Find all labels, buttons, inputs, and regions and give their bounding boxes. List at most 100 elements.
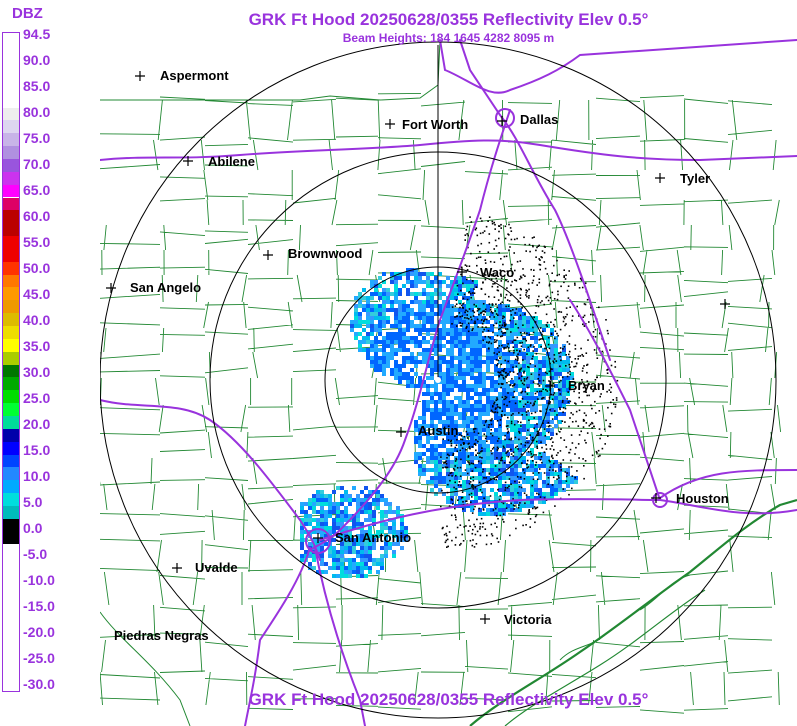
legend-swatch [3,197,19,211]
city-label: San Angelo [130,280,201,295]
legend-swatch [3,351,19,365]
legend-swatch [3,428,19,442]
legend-level-label: 0.0 [23,520,43,536]
city-marker [480,614,490,624]
legend-swatch [3,441,19,455]
beam-heights: Beam Heights: 184 1645 4282 8095 m [342,31,555,45]
legend-swatch [3,544,19,691]
city-marker [651,493,661,503]
highway-3 [309,109,511,551]
highway-9 [659,469,797,499]
legend-swatch [3,454,19,468]
city-marker [263,250,273,260]
legend-level-label: 10.0 [23,468,51,484]
legend-swatch [3,33,19,108]
city-marker [135,71,145,81]
legend-swatch [3,415,19,429]
cities: Aspermont Fort Worth Dallas Abilene Tyler Bro… [106,68,730,643]
legend-level-label: 94.5 [23,26,51,42]
range-ring-3 [99,41,777,719]
city-label: Fort Worth [402,117,468,132]
coastline [469,498,797,726]
reflectivity-echoes [300,216,619,578]
legend-level-label: -20.0 [23,624,55,640]
city-label: Piedras Negras [114,628,209,643]
legend-unit: DBZ [12,5,43,22]
city-label: Uvalde [195,560,238,575]
legend-level-label: 65.0 [23,182,51,198]
legend-swatch [3,300,19,314]
city-marker [655,173,665,183]
legend-level-label: 70.0 [23,156,51,172]
city-marker [497,116,507,126]
highway-4 [99,399,321,561]
clear-air-returns [440,216,619,548]
bays [559,574,691,661]
legend-level-label: 40.0 [23,312,51,328]
city-label: Bryan [568,378,605,393]
highways [99,39,797,726]
city-marker [183,156,193,166]
legend-swatch [3,107,19,121]
city-label: Aspermont [160,68,229,83]
legend-level-label: 35.0 [23,338,51,354]
legend-level-label: 20.0 [23,416,51,432]
highway-8 [569,299,661,501]
city-marker [545,381,555,391]
legend-swatch [3,261,19,275]
legend-swatch [3,210,19,237]
dallas-loop [495,108,515,128]
legend-level-label: 55.0 [23,234,51,250]
legend-swatch [3,518,19,545]
legend-swatch [3,364,19,378]
state-border [100,39,441,101]
highway-1 [459,39,611,361]
san-antonio-loop [305,528,331,554]
legend-level-label: 25.0 [23,390,51,406]
city-marker [313,533,323,543]
city-label: Abilene [208,154,255,169]
gulf-coastline [469,498,797,726]
legend-swatch [3,390,19,404]
city-marker [396,427,406,437]
legend-level-label: 60.0 [23,208,51,224]
unlabeled-city-marker [720,299,730,309]
highway-7 [319,498,797,541]
city-label: Waco [480,265,514,280]
houston-loop [652,492,668,508]
legend-color-bar [2,32,20,692]
city-marker [385,119,395,129]
legend-swatch [3,505,19,519]
legend-level-label: 45.0 [23,286,51,302]
legend-level-label: -15.0 [23,598,55,614]
legend-swatch [3,287,19,301]
legend-level-label: 90.0 [23,52,51,68]
product-title: GRK Ft Hood 20250628/0355 Reflectivity E… [248,10,649,29]
highway-6 [314,547,366,726]
legend-swatch [3,377,19,391]
city-marker [457,267,467,277]
legend-level-label: 80.0 [23,104,51,120]
legend-swatch [3,158,19,172]
legend-level-label: 15.0 [23,442,51,458]
legend-swatch [3,313,19,326]
legend-swatch [3,184,19,198]
city-label: Houston [676,491,729,506]
legend-swatch [3,467,19,481]
legend-swatch [3,403,19,416]
legend-swatch [3,146,19,159]
legend-swatch [3,120,19,134]
legend-swatch [3,326,19,339]
highway-0 [99,139,797,162]
city-label: Brownwood [288,246,362,261]
legend-level-label: 5.0 [23,494,43,510]
legend-swatch [3,133,19,147]
city-label: San Antonio [335,530,411,545]
range-rings [99,41,777,719]
dbz-legend: DBZ 94.5 90.0 85.0 80.0 75.0 70.0 65.0 60.0 55.0… [0,0,100,726]
legend-level-label: -30.0 [23,676,55,692]
city-marker [172,563,182,573]
legend-level-label: 50.0 [23,260,51,276]
